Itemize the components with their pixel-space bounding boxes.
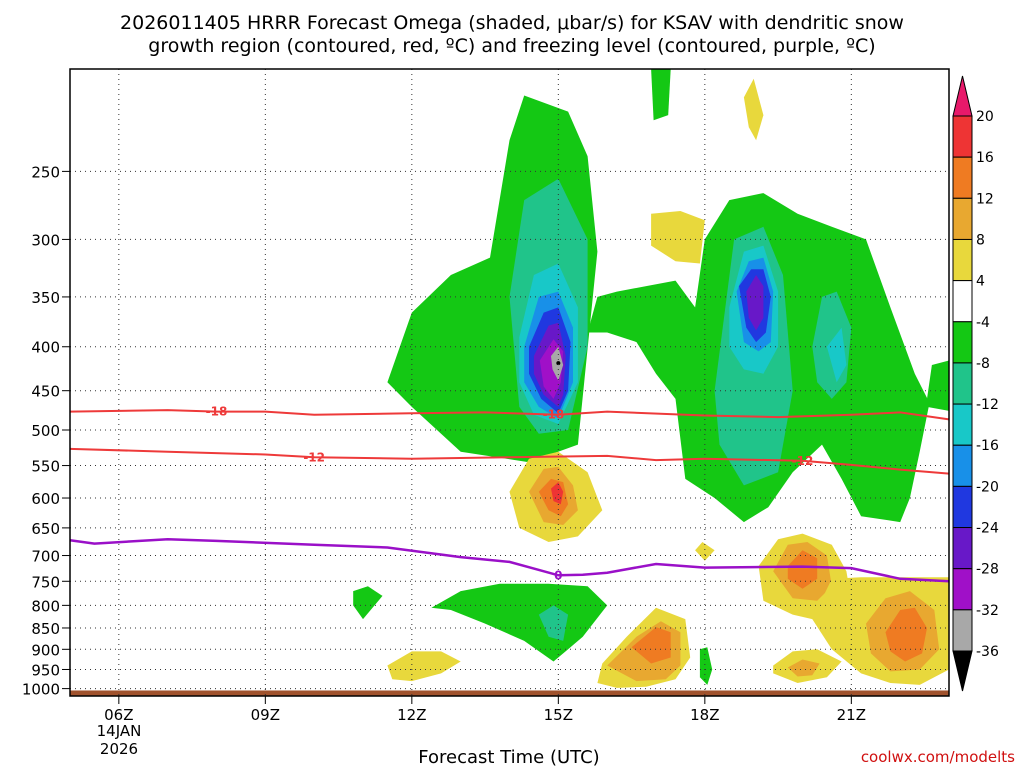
ytick-label-500: 500 [31, 422, 60, 440]
x-axis-title: Forecast Time (UTC) [418, 747, 599, 768]
ytick-label-950: 950 [31, 661, 60, 679]
dgz-label-minus18-b: -18 [543, 408, 565, 422]
ytick-label-750: 750 [31, 573, 60, 591]
freezing-level-contour [69, 537, 950, 583]
colorbar-arrow-bottom [952, 650, 973, 692]
omega-region-18 [353, 586, 383, 620]
omega-region-25 [551, 482, 564, 505]
colorbar-segment-1 [952, 156, 973, 199]
terrain-layer [70, 690, 949, 696]
ytick-label-450: 450 [31, 383, 60, 401]
freezing-label: 0 [554, 568, 562, 582]
colorbar-arrow-top [952, 75, 973, 117]
colorbar-segment-11 [952, 568, 973, 611]
colorbar-segment-12 [952, 609, 973, 652]
omega-region-13 [746, 275, 764, 331]
omega-min-marker [556, 361, 561, 366]
xtick-label-12Z: 12Z [397, 706, 426, 724]
colorbar-label-2: 12 [976, 191, 994, 207]
colorbar: 20 16 12 8 4 -4 -8 -12 -16 -20 -24 -28 -32 -36 [952, 75, 999, 692]
colorbar-label-8: -16 [976, 438, 999, 454]
colorbar-label-9: -20 [976, 479, 999, 495]
omega-region-30 [631, 627, 671, 664]
dgz-contour-minus12 [69, 447, 950, 475]
contour-lines: -18 -18 -12 -12 0 [69, 405, 950, 583]
colorbar-label-13: -36 [976, 644, 999, 660]
colorbar-segment-5 [952, 321, 973, 364]
colorbar-label-12: -32 [976, 603, 999, 619]
colorbar-label-3: 8 [976, 232, 985, 248]
omega-shading [353, 69, 949, 688]
colorbar-segment-9 [952, 485, 973, 529]
ytick-label-700: 700 [31, 548, 60, 566]
omega-region-16 [651, 69, 671, 121]
omega-region-26 [651, 211, 705, 264]
xtick-label-15Z: 15Z [544, 706, 573, 724]
x-axis-ticks: 06Z 09Z 12Z 15Z 18Z 21Z [104, 696, 866, 724]
colorbar-label-1: 16 [976, 150, 994, 166]
omega-region-31 [387, 651, 461, 682]
ytick-label-800: 800 [31, 597, 60, 615]
xtick-label-09Z: 09Z [251, 706, 280, 724]
xtick-label-18Z: 18Z [690, 706, 719, 724]
date-label-line2: 2026 [100, 740, 138, 758]
plot-frame [69, 68, 950, 697]
ytick-label-600: 600 [31, 490, 60, 508]
ytick-label-1000: 1000 [22, 681, 60, 699]
chart-title-line2: growth region (contoured, red, ºC) and f… [148, 35, 875, 57]
ytick-label-400: 400 [31, 339, 60, 357]
ytick-label-850: 850 [31, 620, 60, 638]
plot-border [69, 68, 950, 697]
omega-region-17 [927, 360, 949, 411]
omega-region-20 [538, 605, 569, 641]
colorbar-label-5: -4 [976, 315, 990, 331]
ytick-label-650: 650 [31, 520, 60, 538]
dgz-contour-minus18 [69, 409, 950, 421]
dgz-label-minus12-b: -12 [792, 454, 814, 468]
y-axis-ticks: 250 300 350 400 450 500 550 600 650 700 750 800 850 9… [22, 163, 70, 699]
colorbar-segment-4 [952, 280, 973, 323]
omega-region-27 [743, 78, 764, 141]
terrain-band [70, 690, 949, 696]
colorbar-segment-2 [952, 197, 973, 240]
omega-region-40 [787, 659, 820, 677]
colorbar-segment-8 [952, 444, 973, 487]
omega-region-21 [699, 647, 713, 685]
colorbar-segment-10 [952, 527, 973, 570]
credit-link[interactable]: coolwx.com/modelts [861, 748, 1015, 766]
ytick-label-900: 900 [31, 641, 60, 659]
omega-region-35 [787, 550, 818, 589]
colorbar-segment-3 [952, 238, 973, 282]
ytick-label-550: 550 [31, 458, 60, 476]
colorbar-label-11: -28 [976, 562, 999, 578]
xtick-label-21Z: 21Z [837, 706, 866, 724]
colorbar-segment-0 [952, 115, 973, 158]
date-label-line1: 14JAN [97, 722, 142, 740]
omega-region-19 [431, 583, 608, 662]
ytick-label-250: 250 [31, 163, 60, 181]
colorbar-label-4: 4 [976, 274, 985, 290]
omega-region-15 [826, 327, 847, 383]
ytick-label-300: 300 [31, 231, 60, 249]
ytick-label-350: 350 [31, 289, 60, 307]
dgz-label-minus12-a: -12 [303, 450, 325, 464]
omega-region-38 [885, 607, 927, 662]
dgz-label-minus18-a: -18 [206, 405, 228, 419]
colorbar-label-0: 20 [976, 109, 994, 125]
colorbar-label-7: -12 [976, 397, 999, 413]
colorbar-segment-7 [952, 403, 973, 446]
colorbar-label-10: -24 [976, 521, 999, 537]
xtick-label-06Z: 06Z [104, 706, 133, 724]
colorbar-segment-6 [952, 362, 973, 405]
colorbar-label-6: -8 [976, 356, 990, 372]
chart-title-line1: 2026011405 HRRR Forecast Omega (shaded, … [120, 12, 904, 34]
omega-region-32 [695, 542, 715, 561]
